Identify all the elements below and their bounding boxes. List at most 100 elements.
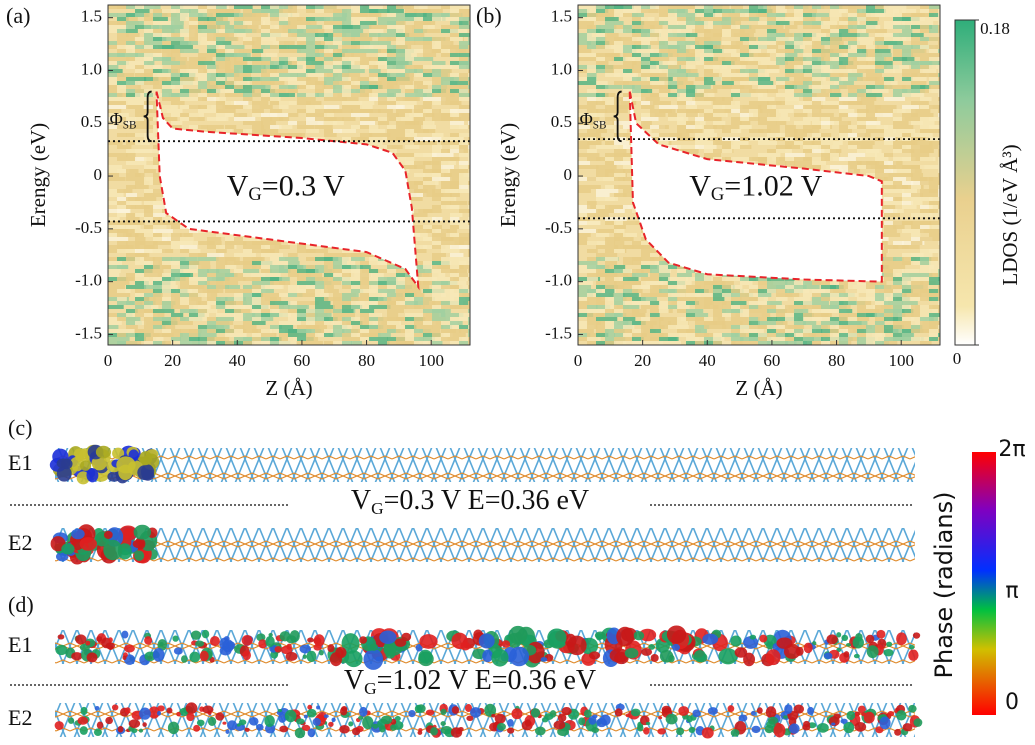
map-cell <box>243 25 259 29</box>
barrier-label-sub: SB <box>123 119 137 131</box>
map-cell <box>234 73 251 77</box>
map-cell <box>902 21 912 25</box>
map-cell <box>450 157 459 161</box>
map-cell <box>126 105 143 109</box>
map-cell <box>162 61 171 65</box>
panel-label: (c) <box>8 415 32 440</box>
map-cell <box>767 45 778 49</box>
map-cell <box>342 309 354 313</box>
map-cell <box>686 309 703 313</box>
map-cell <box>704 89 717 93</box>
map-cell <box>848 321 867 325</box>
map-cell <box>207 309 217 313</box>
map-cell <box>731 65 746 69</box>
map-cell <box>414 57 433 61</box>
map-cell <box>677 97 692 101</box>
map-cell <box>441 201 451 205</box>
map-cell <box>180 65 190 69</box>
map-cell <box>749 309 769 313</box>
map-cell <box>650 301 660 305</box>
map-cell <box>324 289 339 293</box>
map-cell <box>360 17 376 21</box>
map-cell <box>605 93 615 97</box>
map-cell <box>450 5 471 9</box>
map-cell <box>848 21 857 25</box>
orbital-lobe <box>134 550 144 560</box>
map-cell <box>324 105 339 109</box>
map-cell <box>713 289 723 293</box>
map-cell <box>884 97 905 101</box>
map-cell <box>659 269 671 273</box>
map-cell <box>902 197 920 201</box>
map-cell <box>875 333 885 337</box>
map-cell <box>261 21 270 25</box>
map-cell <box>117 189 132 193</box>
map-cell <box>216 317 234 321</box>
map-cell <box>821 141 843 145</box>
map-cell <box>830 37 848 41</box>
map-cell <box>875 165 896 169</box>
map-cell <box>297 305 309 309</box>
map-cell <box>216 77 225 81</box>
map-cell <box>108 41 117 45</box>
map-cell <box>198 313 209 317</box>
map-cell <box>207 253 224 257</box>
map-cell <box>441 97 459 101</box>
map-cell <box>126 41 136 45</box>
map-cell <box>614 265 625 269</box>
map-cell <box>234 269 244 273</box>
map-cell <box>441 245 451 249</box>
map-cell <box>234 53 251 57</box>
map-cell <box>117 229 135 233</box>
map-cell <box>360 277 369 281</box>
map-cell <box>450 225 459 229</box>
map-cell <box>731 25 740 29</box>
map-cell <box>153 17 168 21</box>
map-cell <box>180 233 193 237</box>
map-cell <box>369 269 378 273</box>
map-cell <box>243 97 253 101</box>
map-cell <box>423 13 432 17</box>
map-cell <box>884 133 903 137</box>
map-cell <box>731 21 741 25</box>
map-cell <box>450 253 463 257</box>
map-cell <box>902 221 911 225</box>
map-cell <box>650 73 667 77</box>
map-cell <box>902 245 920 249</box>
map-cell <box>432 61 445 65</box>
map-cell <box>126 317 140 321</box>
map-cell <box>351 341 362 345</box>
map-cell <box>261 37 276 41</box>
map-cell <box>306 101 321 105</box>
map-cell <box>884 5 906 9</box>
map-cell <box>162 249 173 253</box>
map-cell <box>450 269 467 273</box>
map-cell <box>369 69 381 73</box>
orbital-lobe <box>909 645 914 650</box>
map-cell <box>884 213 900 217</box>
map-cell <box>668 25 686 29</box>
map-cell <box>387 125 398 129</box>
map-cell <box>342 129 355 133</box>
map-cell <box>866 89 889 93</box>
map-cell <box>279 281 290 285</box>
map-cell <box>695 137 707 141</box>
map-cell <box>387 85 400 89</box>
map-cell <box>659 309 669 313</box>
map-cell <box>315 301 330 305</box>
map-cell <box>911 185 921 189</box>
orbital-lobe <box>141 464 154 479</box>
map-cell <box>650 281 667 285</box>
map-cell <box>596 189 618 193</box>
map-cell <box>162 37 184 41</box>
map-cell <box>794 317 804 321</box>
map-cell <box>270 69 289 73</box>
map-cell <box>587 221 600 225</box>
map-cell <box>315 293 329 297</box>
x-tick-label: 20 <box>634 351 651 370</box>
map-cell <box>677 273 692 277</box>
map-cell <box>432 309 451 313</box>
map-cell <box>387 321 401 325</box>
map-cell <box>587 133 601 137</box>
map-cell <box>459 13 470 17</box>
